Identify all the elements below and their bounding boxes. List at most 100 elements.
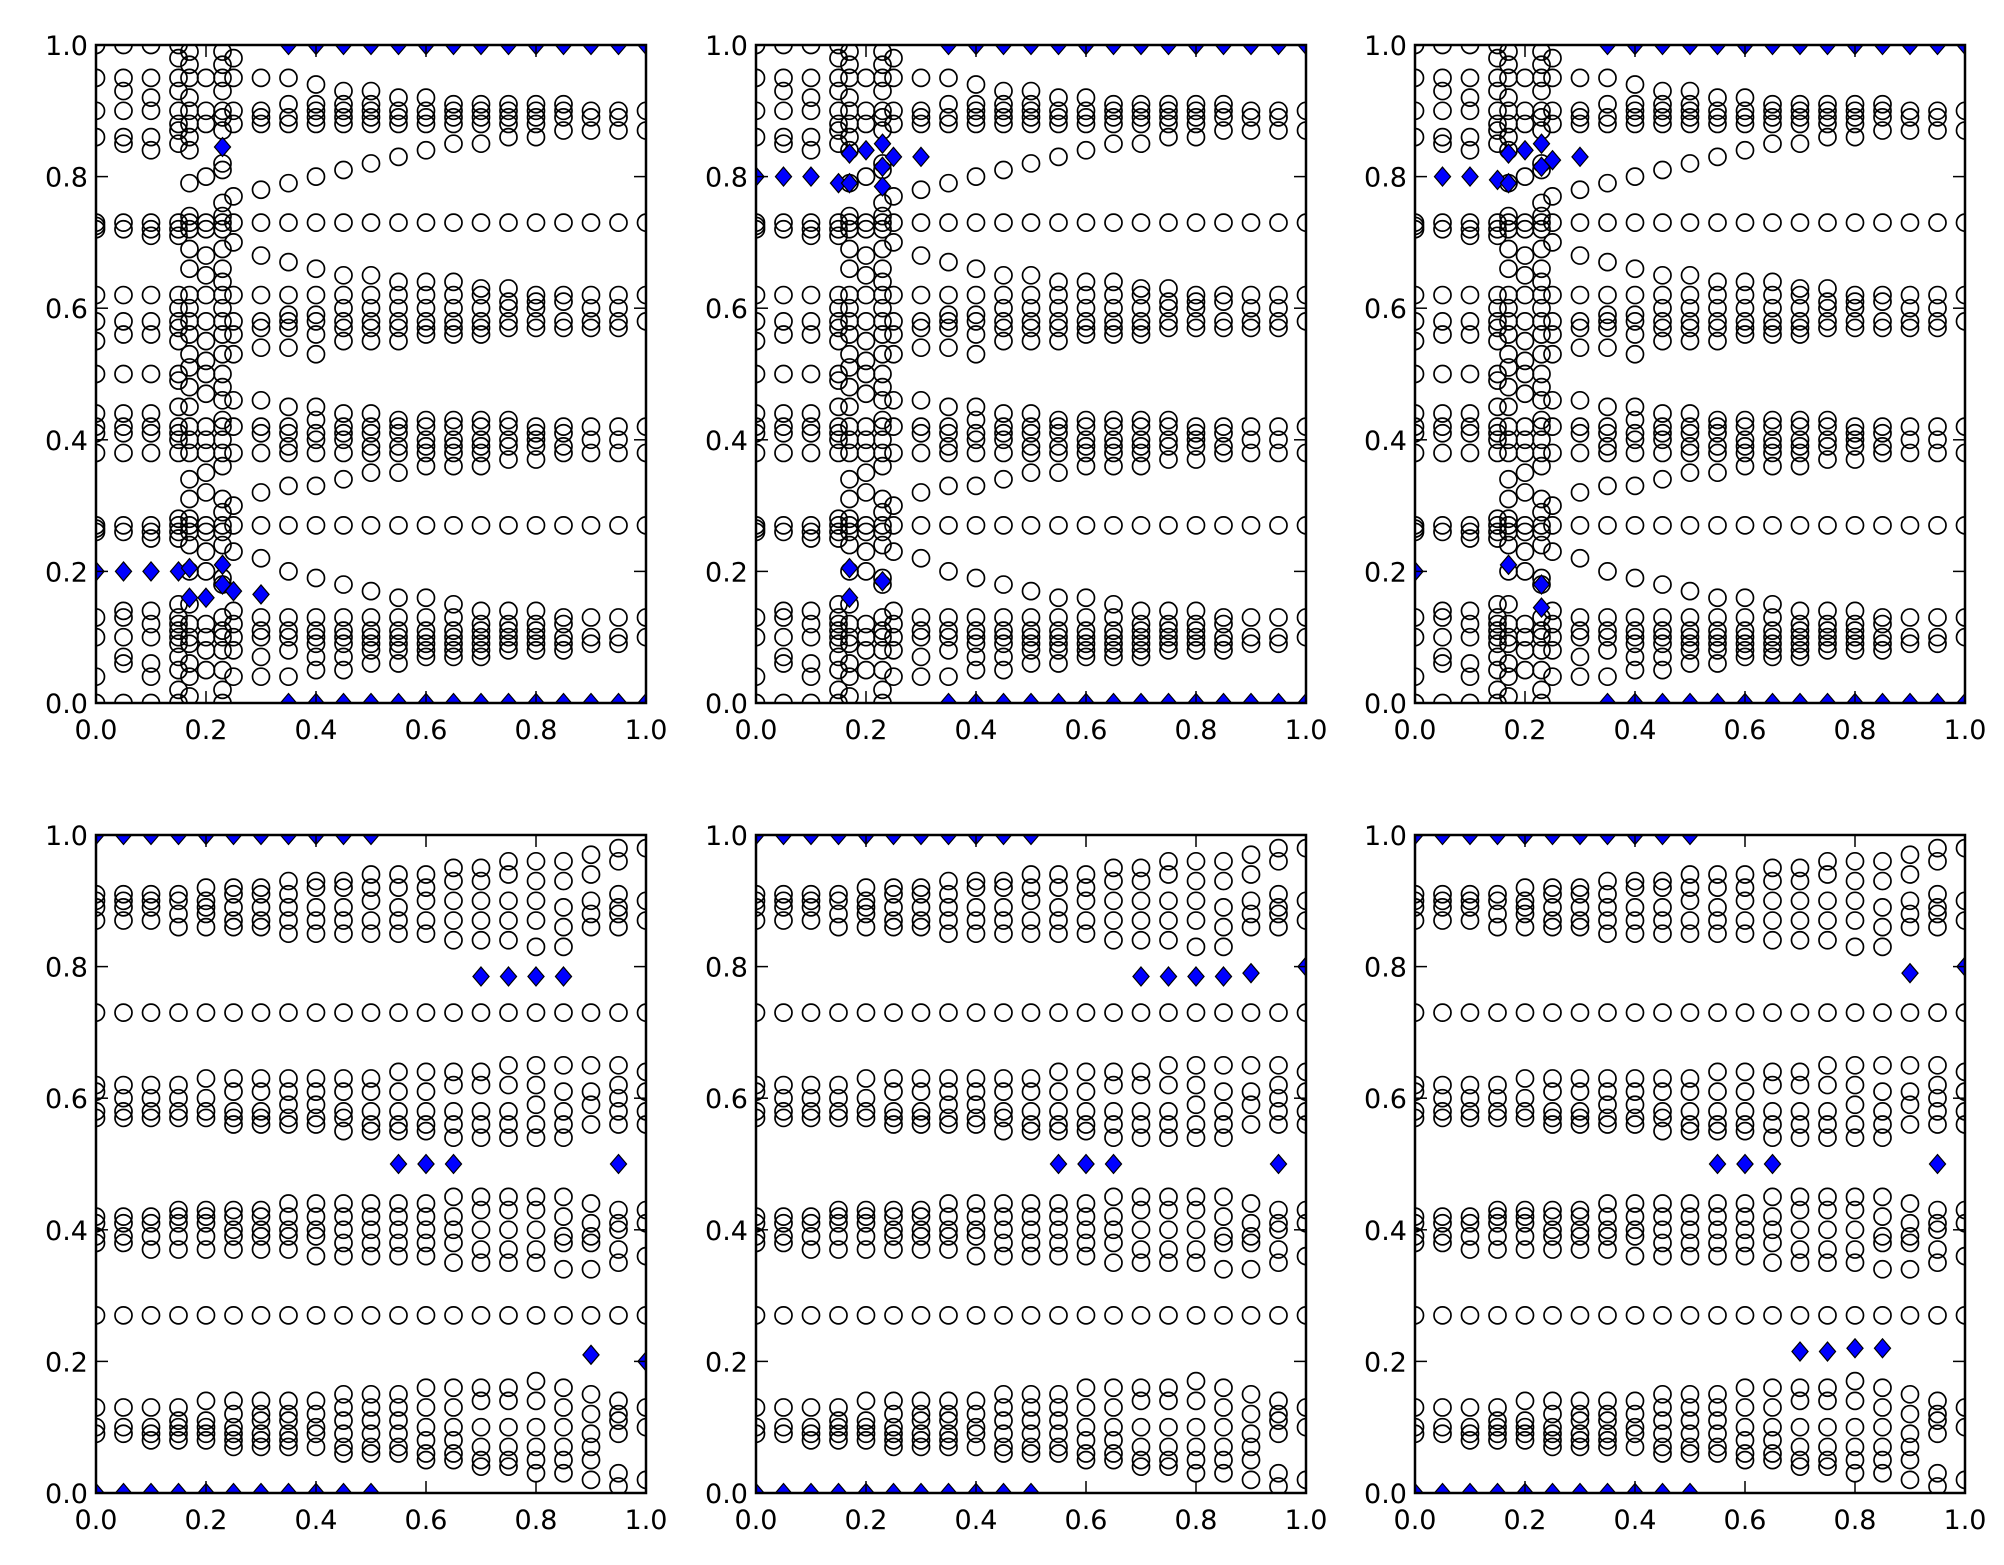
circle-point [1241, 627, 1261, 647]
diamond-point [1242, 692, 1260, 703]
circle-point [389, 88, 408, 107]
circle-point [1021, 1411, 1041, 1430]
circle-point [1790, 621, 1810, 640]
circle-point [1460, 898, 1480, 917]
circle-point [1159, 1240, 1178, 1259]
circle-point [180, 127, 199, 147]
circle-point [1415, 1082, 1425, 1101]
circle-point [1900, 845, 1920, 865]
circle-point [1186, 1417, 1206, 1437]
circle-point [416, 1082, 436, 1101]
circle-point [334, 647, 353, 667]
circle-point [1598, 114, 1617, 134]
circle-point [306, 325, 326, 344]
circle-point [416, 1207, 436, 1226]
circle-point [1104, 911, 1123, 930]
circle-point [361, 101, 381, 121]
circle-point [1159, 94, 1178, 114]
circle-point [1543, 911, 1562, 930]
circle-point [1790, 134, 1810, 154]
circle-point [1570, 1108, 1590, 1128]
circle-point [1680, 312, 1700, 331]
circle-point [1460, 417, 1480, 436]
diamond-point [1077, 1153, 1095, 1175]
circle-point [1460, 101, 1480, 121]
circle-point [1076, 634, 1096, 654]
circle-point [756, 1207, 766, 1226]
circle-point [499, 1417, 518, 1437]
circle-point [1708, 101, 1727, 121]
circle-point [994, 81, 1013, 101]
circle-point [1076, 1003, 1096, 1023]
circle-point [1653, 1194, 1672, 1213]
circle-point [1708, 1398, 1727, 1417]
circle-point [251, 667, 271, 687]
circle-point [1296, 101, 1306, 121]
circle-point [1460, 891, 1480, 911]
circle-point [444, 1417, 463, 1437]
circle-point [416, 1417, 436, 1437]
circle-point [636, 1003, 646, 1023]
circle-point [840, 88, 859, 107]
circle-point [526, 94, 546, 114]
circle-point [840, 259, 859, 279]
circle-point [526, 1305, 546, 1325]
circle-point [306, 1404, 326, 1424]
circle-point [1159, 108, 1178, 127]
circle-point [581, 1213, 601, 1233]
circle-point [1499, 239, 1518, 259]
circle-point [1104, 594, 1123, 614]
circle-point [1873, 213, 1892, 233]
circle-point [416, 298, 436, 318]
circle-point [774, 601, 793, 621]
circle-point [1433, 417, 1452, 436]
circle-point [554, 94, 573, 114]
circle-point [444, 515, 463, 535]
circle-point [1186, 891, 1206, 911]
circle-point [1570, 878, 1590, 897]
circle-point [389, 878, 408, 897]
circle-point [1460, 1424, 1480, 1444]
circle-point [416, 318, 436, 338]
circle-point [1460, 1108, 1480, 1128]
circle-point [1049, 410, 1068, 430]
circle-point [1021, 608, 1041, 627]
circle-point [389, 641, 408, 660]
circle-point [141, 140, 161, 160]
circle-point [1625, 259, 1645, 279]
diamond-point [884, 835, 903, 846]
circle-point [1460, 127, 1480, 147]
circle-point [1873, 108, 1892, 127]
circle-point [444, 101, 463, 121]
circle-point [444, 1431, 463, 1450]
circle-point [1708, 588, 1727, 608]
circle-point [1653, 1424, 1672, 1444]
circle-point [911, 1003, 931, 1023]
circle-point [1488, 285, 1507, 305]
circle-point [840, 68, 859, 88]
circle-point [829, 68, 848, 88]
circle-point [1708, 621, 1727, 640]
circle-point [1543, 1404, 1562, 1424]
circle-point [966, 1082, 986, 1101]
circle-point [756, 1102, 766, 1121]
circle-point [213, 206, 232, 226]
circle-point [306, 1207, 326, 1226]
circle-point [1415, 1003, 1425, 1023]
circle-point [1159, 1128, 1178, 1148]
circle-point [756, 898, 766, 917]
circle-point [499, 911, 518, 930]
circle-point [1515, 1213, 1535, 1233]
circle-point [1076, 443, 1096, 463]
circle-point [1433, 134, 1452, 154]
circle-point [884, 325, 903, 344]
circle-point [279, 1108, 298, 1128]
circle-point [1296, 515, 1306, 535]
circle-point [939, 627, 958, 647]
circle-point [1214, 318, 1233, 338]
circle-point [1955, 285, 1965, 305]
circle-point [444, 871, 463, 891]
circle-point [911, 114, 931, 134]
circle-point [471, 1102, 491, 1121]
circle-point [829, 1075, 848, 1095]
